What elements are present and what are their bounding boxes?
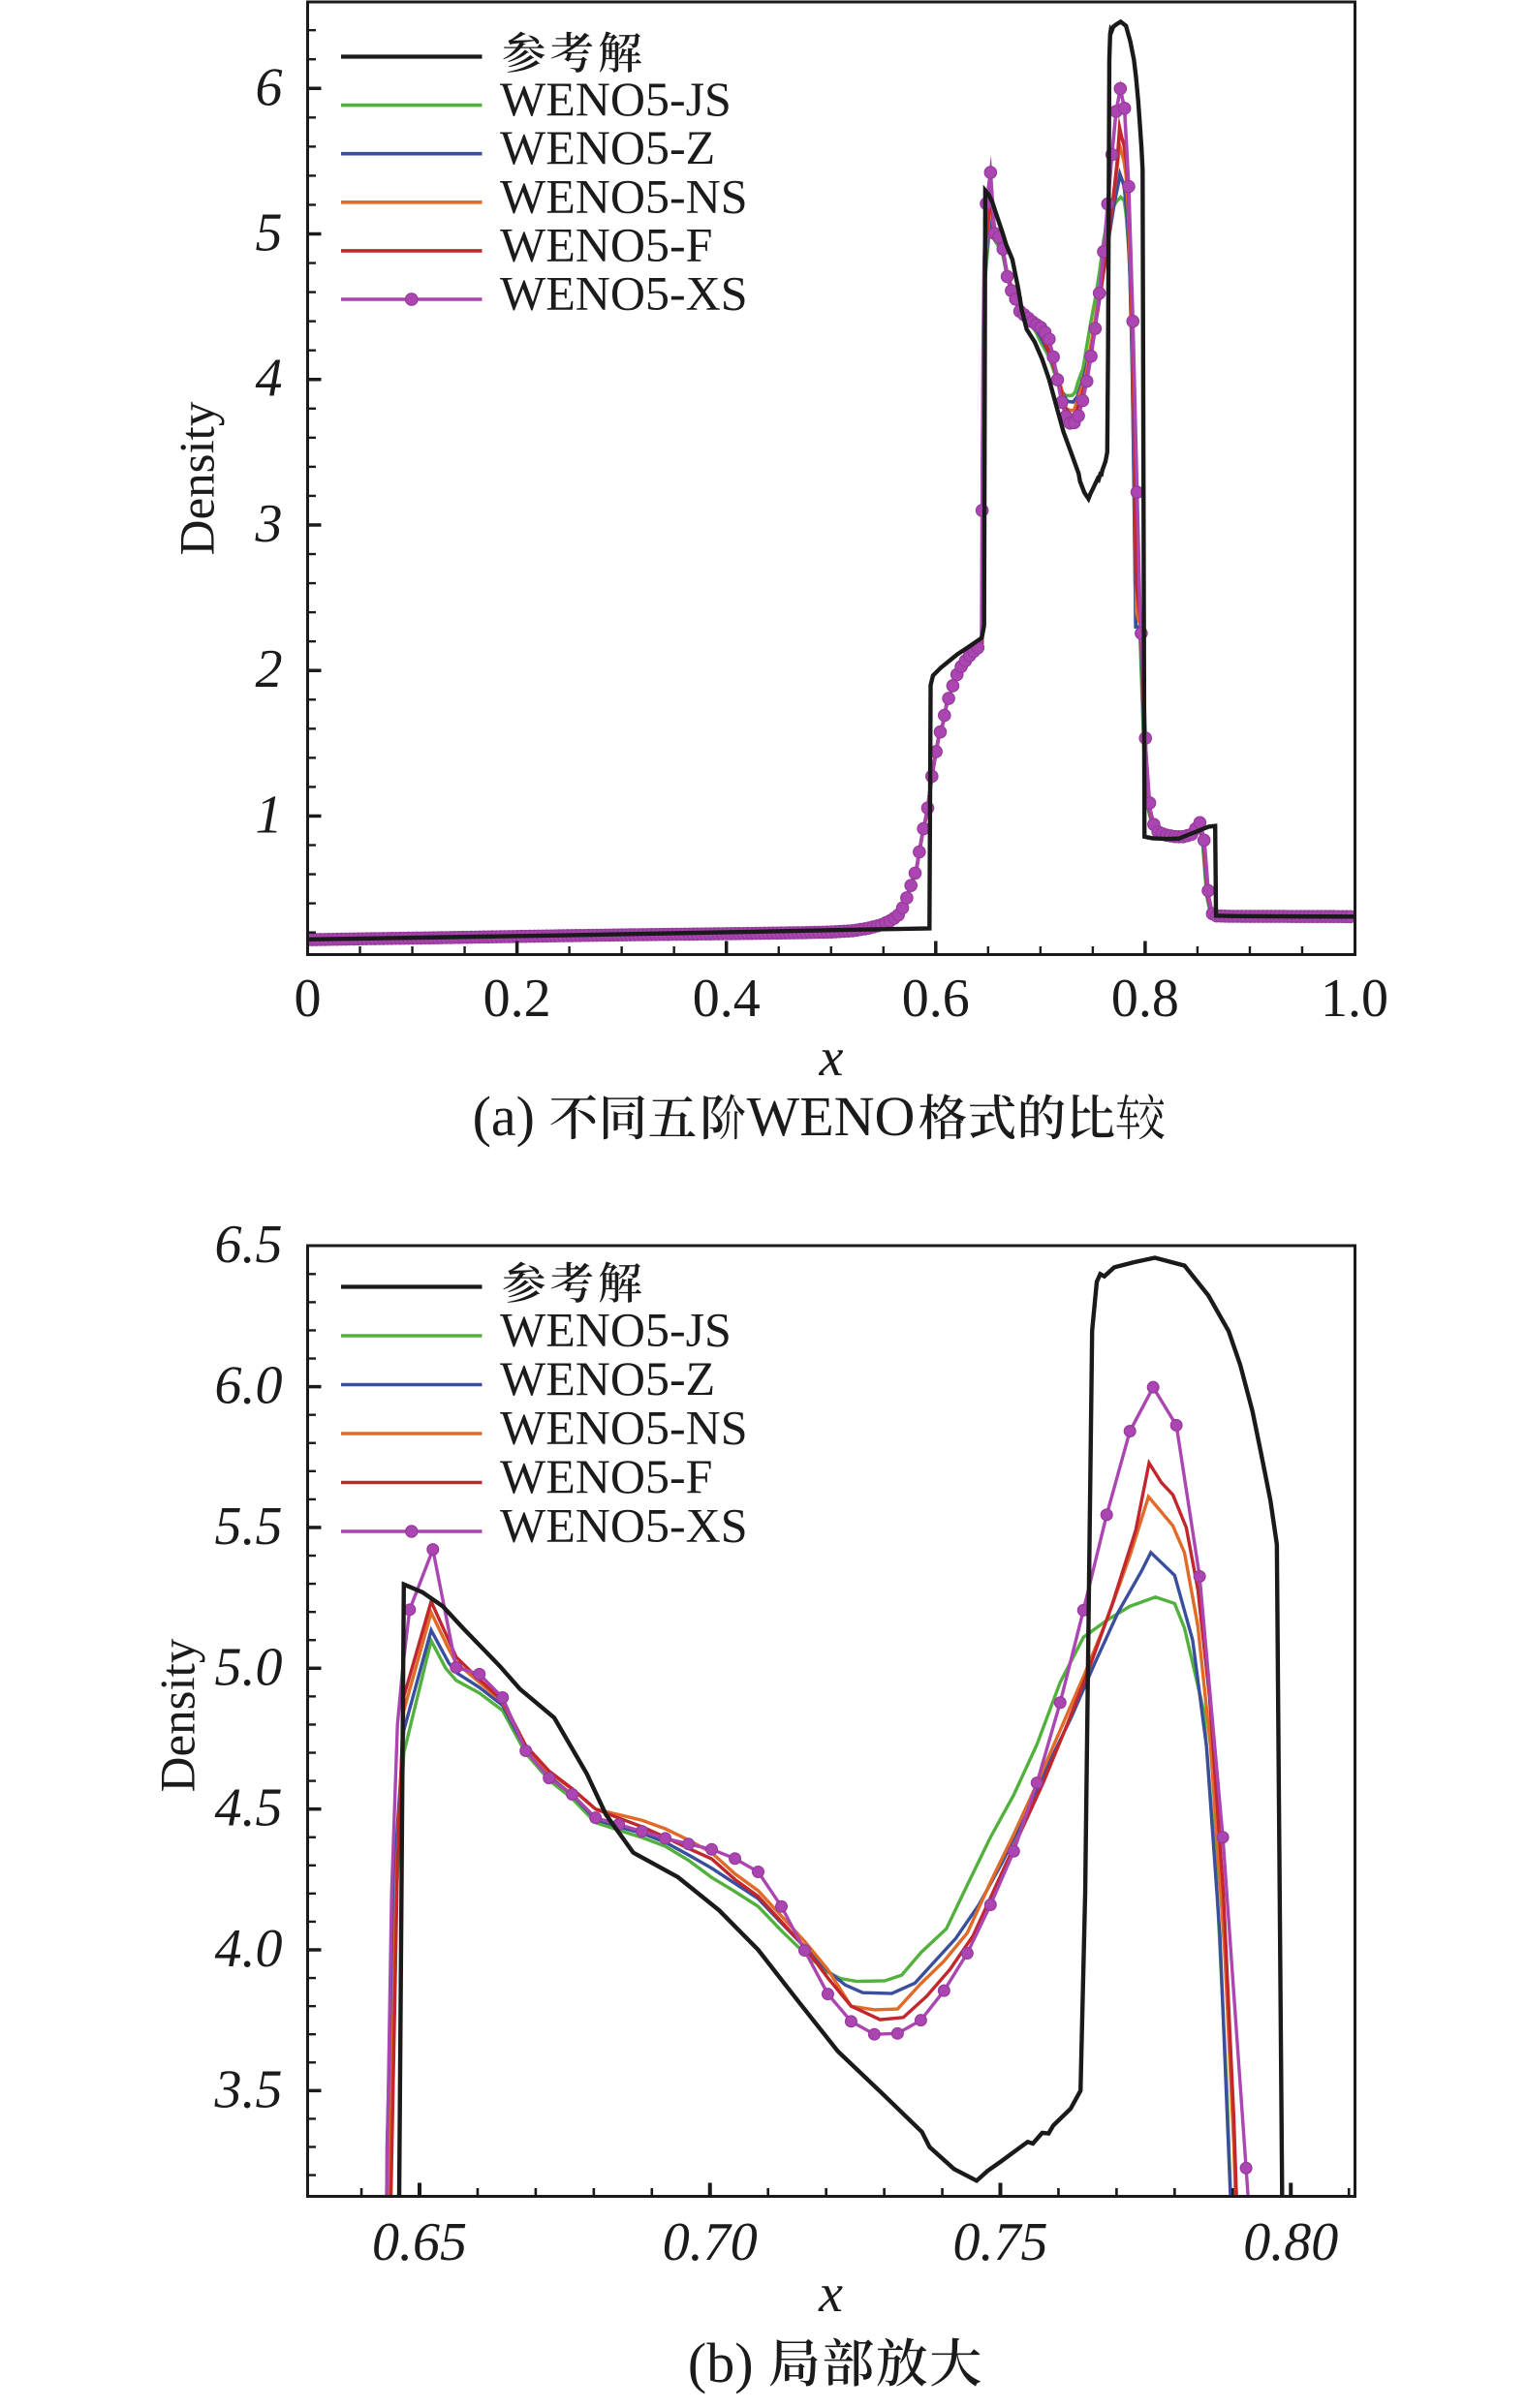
svg-text:WENO5-F: WENO5-F xyxy=(500,217,712,271)
svg-text:5.0: 5.0 xyxy=(215,1637,283,1697)
svg-text:WENO5-Z: WENO5-Z xyxy=(500,1351,715,1405)
svg-text:WENO5-JS: WENO5-JS xyxy=(500,1303,732,1357)
svg-text:WENO5-JS: WENO5-JS xyxy=(500,72,732,126)
svg-text:WENO5-XS: WENO5-XS xyxy=(500,266,748,321)
svg-text:WENO5-NS: WENO5-NS xyxy=(500,169,748,223)
svg-text:WENO: WENO xyxy=(747,1085,916,1148)
svg-text:0.75: 0.75 xyxy=(953,2212,1048,2272)
svg-text:WENO5-XS: WENO5-XS xyxy=(500,1498,748,1553)
svg-text:Density: Density xyxy=(171,401,226,555)
svg-text:4: 4 xyxy=(256,349,283,409)
svg-text:0: 0 xyxy=(295,969,322,1029)
svg-text:0.70: 0.70 xyxy=(663,2212,758,2272)
svg-text:6.5: 6.5 xyxy=(215,1215,283,1275)
svg-text:0.2: 0.2 xyxy=(483,969,551,1029)
svg-text:2: 2 xyxy=(256,639,283,699)
svg-text:0.65: 0.65 xyxy=(372,2212,467,2272)
svg-text:1: 1 xyxy=(256,786,283,846)
svg-text:5.5: 5.5 xyxy=(215,1497,283,1557)
svg-text:x: x xyxy=(819,1028,844,1088)
svg-text:1.0: 1.0 xyxy=(1321,969,1388,1029)
svg-text:0.6: 0.6 xyxy=(902,969,970,1029)
svg-text:6.0: 6.0 xyxy=(215,1356,283,1416)
svg-text:4.5: 4.5 xyxy=(215,1778,283,1838)
svg-text:Density: Density xyxy=(152,1638,206,1792)
svg-text:6: 6 xyxy=(256,57,283,117)
svg-text:3.5: 3.5 xyxy=(214,2059,283,2119)
svg-text:WENO5-NS: WENO5-NS xyxy=(500,1401,748,1455)
svg-text:3: 3 xyxy=(255,494,283,554)
svg-text:(b): (b) xyxy=(688,2331,754,2394)
svg-text:5: 5 xyxy=(256,203,283,263)
svg-text:x: x xyxy=(818,2264,843,2324)
svg-text:(a): (a) xyxy=(473,1085,535,1148)
svg-text:WENO5-Z: WENO5-Z xyxy=(500,120,715,174)
svg-text:0.8: 0.8 xyxy=(1111,969,1179,1029)
svg-text:0.4: 0.4 xyxy=(693,969,761,1029)
svg-text:WENO5-F: WENO5-F xyxy=(500,1449,712,1503)
svg-text:0.80: 0.80 xyxy=(1243,2212,1338,2272)
svg-text:4.0: 4.0 xyxy=(215,1919,283,1979)
